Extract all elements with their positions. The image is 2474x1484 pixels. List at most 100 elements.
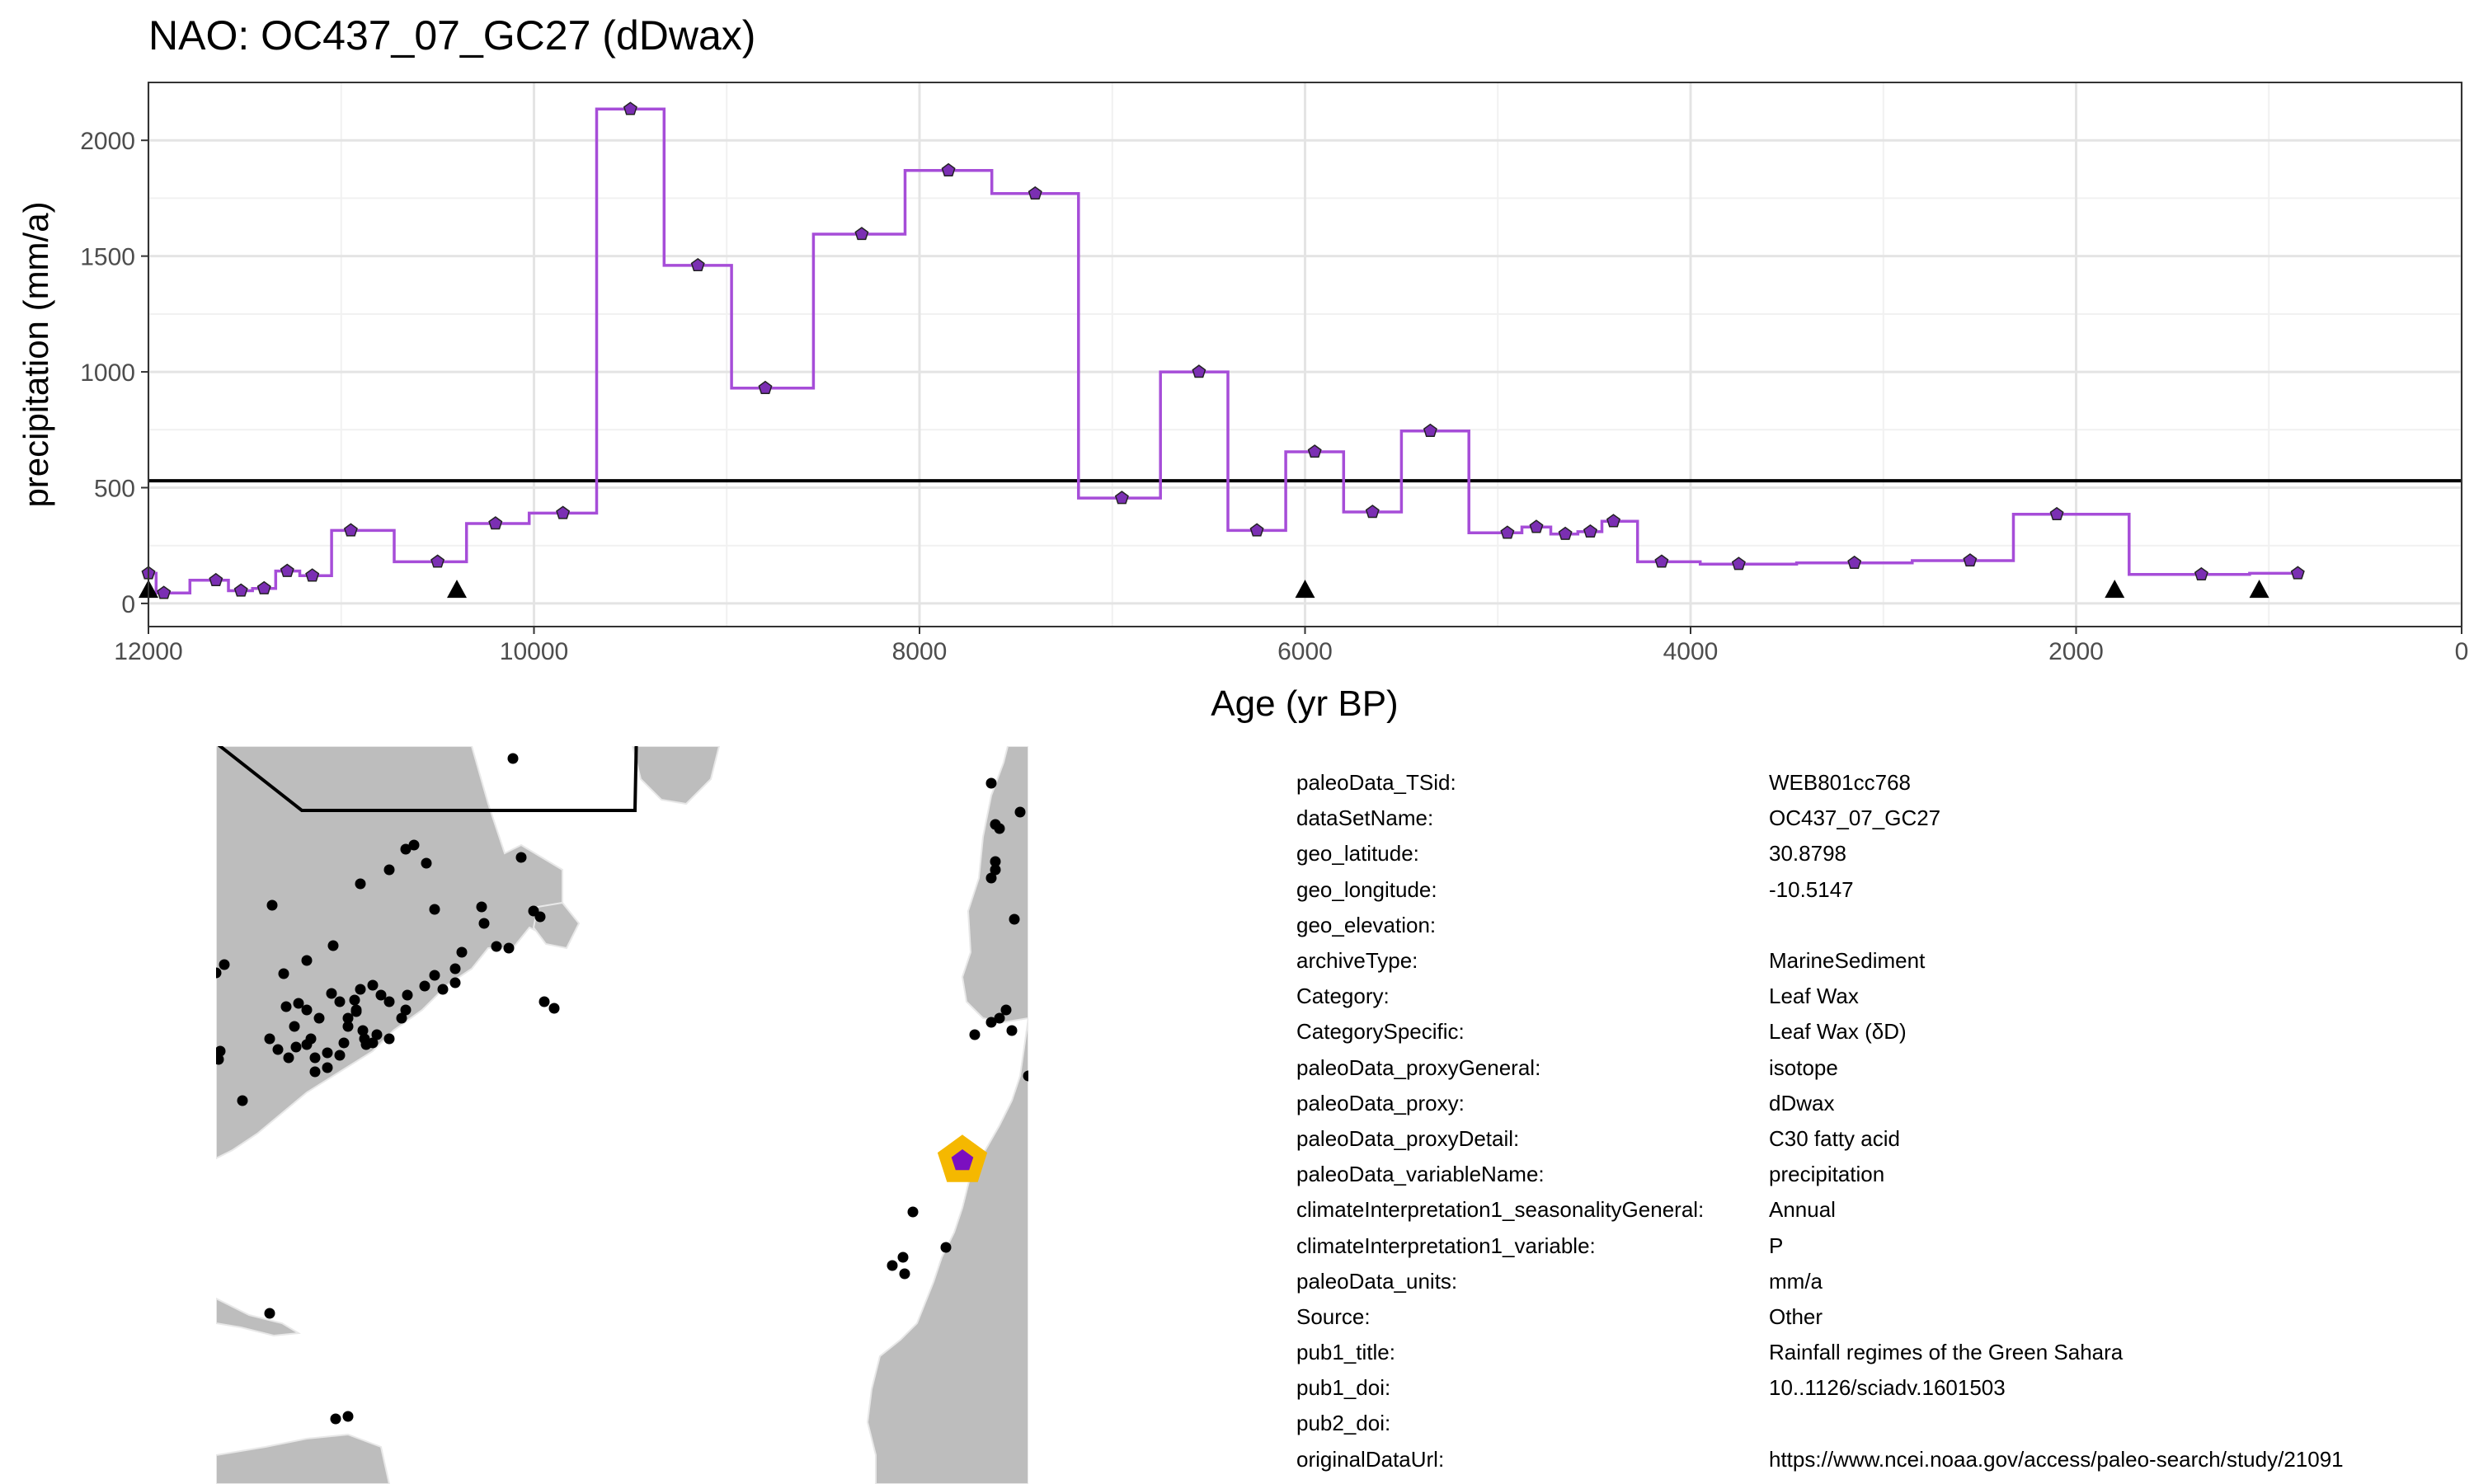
metadata-row: geo_latitude: 30.8798 (1296, 836, 2344, 871)
metadata-key: paleoData_proxyGeneral: (1296, 1054, 1541, 1080)
metadata-key: originalDataUrl: (1296, 1446, 1445, 1472)
proxy-site-point (994, 1012, 1005, 1024)
proxy-site-point (1023, 1070, 1028, 1082)
proxy-site-point (400, 843, 412, 855)
proxy-site-point (272, 1044, 284, 1055)
data-point (1028, 186, 1042, 200)
proxy-site-point (237, 1095, 248, 1106)
data-point (1529, 519, 1544, 533)
data-point (2194, 566, 2208, 581)
x-tick-label: 12000 (114, 638, 182, 665)
metadata-key: climateInterpretation1_variable: (1296, 1233, 1596, 1258)
metadata-key: geo_latitude: (1296, 841, 1419, 866)
metadata-value: WEB801cc768 (1769, 770, 1911, 796)
proxy-site-point (1014, 806, 1026, 818)
metadata-row: paleoData_proxyDetail: C30 fatty acid (1296, 1121, 2344, 1157)
proxy-site-point (350, 1004, 362, 1016)
data-point (1558, 526, 1573, 540)
metadata-row: paleoData_units: mm/a (1296, 1264, 2344, 1299)
metadata-row: climateInterpretation1_variable: P (1296, 1228, 2344, 1263)
proxy-site-point (899, 1268, 910, 1280)
metadata-key: pub2_doi: (1296, 1411, 1391, 1436)
proxy-site-point (309, 1066, 321, 1078)
metadata-key: climateInterpretation1_seasonalityGenera… (1296, 1197, 1705, 1223)
proxy-site-point (1009, 913, 1020, 925)
metadata-key: paleoData_variableName: (1296, 1162, 1545, 1187)
data-point (690, 257, 705, 272)
metadata-key: geo_elevation: (1296, 912, 1437, 937)
metadata-key: archiveType: (1296, 948, 1418, 974)
data-point (280, 563, 294, 577)
data-point (1606, 514, 1620, 528)
proxy-site-point (1000, 1004, 1012, 1016)
proxy-site-point (289, 1021, 300, 1032)
age-marker-triangle (447, 580, 467, 599)
metadata-row: pub1_doi: 10..1126/sciadv.1601503 (1296, 1370, 2344, 1406)
data-point (1249, 523, 1264, 537)
proxy-site-point (322, 1047, 333, 1059)
proxy-site-point (994, 823, 1005, 834)
age-marker-triangle (2105, 580, 2125, 599)
proxy-site-point (342, 1411, 354, 1422)
proxy-site-point (367, 979, 379, 991)
metadata-row: dataSetName: OC437_07_GC27 (1296, 801, 2344, 836)
proxy-site-point (301, 955, 313, 966)
metadata-row: pub1_title: Rainfall regimes of the Green… (1296, 1335, 2344, 1370)
metadata-row: paleoData_proxyGeneral: isotope (1296, 1050, 2344, 1086)
proxy-site-point (219, 959, 230, 970)
data-point (305, 568, 320, 582)
proxy-site-point (539, 996, 550, 1007)
x-tick-label: 4000 (1663, 638, 1719, 665)
proxy-site-point (907, 1206, 919, 1218)
proxy-site-point (264, 1308, 275, 1319)
metadata-key: paleoData_TSid: (1296, 770, 1456, 796)
proxy-site-point (449, 977, 461, 989)
data-point (430, 554, 445, 568)
proxy-site-point (400, 1004, 412, 1016)
proxy-site-point (293, 998, 304, 1009)
proxy-site-point (940, 1242, 952, 1253)
metadata-value: Leaf Wax (δD) (1769, 1019, 1907, 1045)
data-point (623, 101, 637, 115)
proxy-site-point (402, 989, 413, 1001)
proxy-site-point (969, 1029, 981, 1040)
proxy-site-point (309, 1052, 321, 1064)
data-point (2290, 566, 2305, 580)
proxy-site-point (367, 1037, 379, 1049)
metadata-row: paleoData_variableName: precipitation (1296, 1157, 2344, 1192)
metadata-key: Category: (1296, 984, 1390, 1009)
metadata-value: Rainfall regimes of the Green Sahara (1769, 1340, 2124, 1365)
metadata-value: 30.8798 (1769, 841, 1846, 866)
series-layer (141, 101, 2305, 599)
proxy-site-point (985, 777, 997, 789)
proxy-site-point (375, 989, 387, 1001)
data-point (2049, 506, 2064, 521)
proxy-site-point (437, 984, 449, 995)
data-point (758, 380, 773, 394)
metadata-value: https://www.ncei.noaa.gov/access/paleo-s… (1769, 1446, 2344, 1472)
land-greenland-tip (631, 746, 721, 805)
metadata-key: pub1_title: (1296, 1340, 1395, 1365)
selected-site-marker (951, 1149, 974, 1171)
proxy-site-point (985, 872, 997, 884)
metadata-key: pub1_doi: (1296, 1375, 1391, 1401)
metadata-key: paleoData_proxyDetail: (1296, 1125, 1520, 1151)
proxy-site-point (419, 980, 430, 992)
proxy-site-point (342, 1021, 354, 1032)
data-point (1500, 525, 1515, 539)
data-point (941, 162, 956, 176)
age-marker-triangle (1295, 580, 1315, 599)
proxy-site-point (429, 970, 440, 981)
proxy-site-point (371, 1029, 383, 1040)
proxy-site-point (301, 1039, 313, 1050)
metadata-value: precipitation (1769, 1162, 1885, 1187)
proxy-site-point (449, 963, 461, 974)
proxy-site-points (216, 753, 1028, 1425)
proxy-site-point (478, 918, 490, 929)
metadata-key: paleoData_units: (1296, 1268, 1458, 1294)
x-tick-label: 8000 (892, 638, 948, 665)
proxy-site-point (357, 1025, 369, 1036)
proxy-site-point (342, 1012, 354, 1024)
data-point (1731, 556, 1746, 571)
data-point (157, 585, 172, 599)
